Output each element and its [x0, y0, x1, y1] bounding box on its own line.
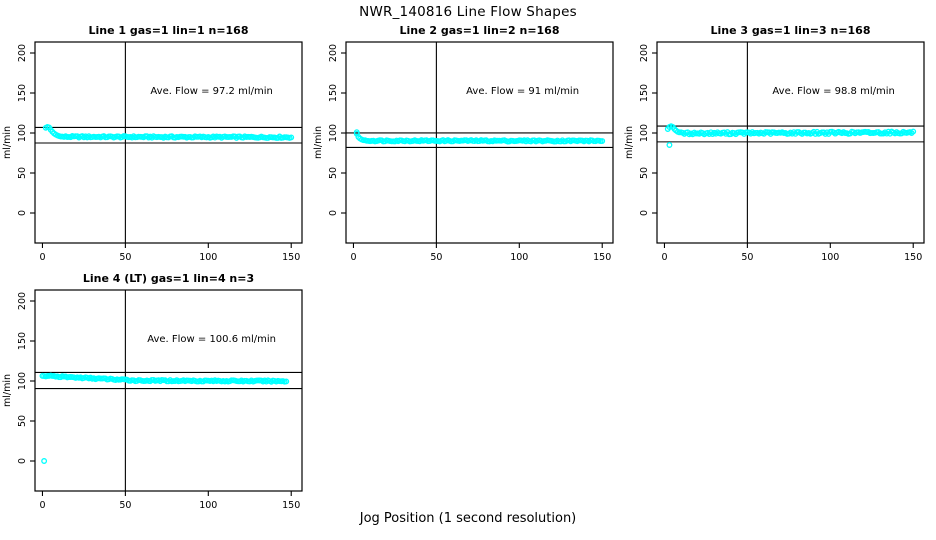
x-axis-label: Jog Position (1 second resolution) [359, 511, 577, 526]
y-tick-label: 150 [639, 84, 650, 102]
x-tick-label: 50 [119, 500, 131, 511]
y-tick-label: 100 [639, 124, 650, 142]
y-axis: 0 50 100 150 200 [639, 44, 657, 216]
y-axis-title: ml/min [624, 126, 635, 159]
panel-2-chart: Line 2 gas=1 lin=2 n=168 0 50 100 150 0 50 100 1… [313, 24, 614, 263]
data-points [39, 372, 290, 464]
plot-box [34, 289, 303, 492]
panel-2: Line 2 gas=1 lin=2 n=168 0 50 100 150 0 50 100 1… [311, 20, 621, 270]
y-tick-label: 0 [639, 210, 650, 216]
y-tick-label: 150 [328, 84, 339, 102]
x-tick-label: 0 [661, 252, 667, 263]
x-axis: 0 50 100 150 [661, 243, 922, 263]
x-tick-label: 0 [350, 252, 356, 263]
panel-title: Line 3 gas=1 lin=3 n=168 [710, 24, 870, 37]
avg-flow-annotation: Ave. Flow = 91 ml/min [466, 86, 579, 97]
reference-lines [35, 42, 302, 243]
panel-4: Line 4 (LT) gas=1 lin=4 n=3 0 50 100 150 0 50 1… [0, 268, 310, 518]
data-point [41, 458, 48, 464]
y-axis-title: ml/min [2, 126, 13, 159]
y-axis: 0 50 100 150 200 [328, 44, 346, 216]
y-tick-label: 100 [17, 124, 28, 142]
data-point [288, 134, 295, 141]
panel-3: Line 3 gas=1 lin=3 n=168 0 50 100 150 0 50 100 1… [622, 20, 932, 270]
panel-title: Line 2 gas=1 lin=2 n=168 [399, 24, 559, 37]
data-point [283, 378, 290, 385]
y-tick-label: 0 [17, 210, 28, 216]
panel-1-chart: Line 1 gas=1 lin=1 n=168 0 50 100 150 0 50 100 1… [2, 24, 303, 263]
x-tick-label: 50 [430, 252, 442, 263]
panel-3-chart: Line 3 gas=1 lin=3 n=168 0 50 100 150 0 50 100 1… [624, 24, 925, 263]
panel-1: Line 1 gas=1 lin=1 n=168 0 50 100 150 0 50 100 1… [0, 20, 310, 270]
y-tick-label: 50 [17, 167, 28, 179]
y-tick-label: 50 [17, 415, 28, 427]
y-tick-label: 100 [17, 372, 28, 390]
figure-title: NWR_140816 Line Flow Shapes [359, 4, 577, 20]
y-tick-label: 200 [17, 44, 28, 62]
x-axis: 0 50 100 150 [39, 491, 300, 511]
y-axis-title: ml/min [313, 126, 324, 159]
x-axis: 0 50 100 150 [39, 243, 300, 263]
y-tick-label: 200 [328, 44, 339, 62]
y-axis-title: ml/min [2, 374, 13, 407]
x-tick-label: 100 [199, 252, 217, 263]
x-tick-label: 50 [119, 252, 131, 263]
data-points [42, 124, 295, 141]
x-tick-label: 100 [199, 500, 217, 511]
y-tick-label: 50 [328, 167, 339, 179]
x-tick-label: 0 [39, 500, 45, 511]
panel-title: Line 4 (LT) gas=1 lin=4 n=3 [83, 272, 254, 285]
y-tick-label: 0 [328, 210, 339, 216]
panel-title: Line 1 gas=1 lin=1 n=168 [88, 24, 248, 37]
y-tick-label: 150 [17, 84, 28, 102]
y-tick-label: 200 [639, 44, 650, 62]
y-tick-label: 0 [17, 458, 28, 464]
x-axis: 0 50 100 150 [350, 243, 611, 263]
avg-flow-annotation: Ave. Flow = 98.8 ml/min [772, 86, 894, 97]
y-axis: 0 50 100 150 200 [17, 292, 35, 464]
y-tick-label: 150 [17, 332, 28, 350]
y-axis: 0 50 100 150 200 [17, 44, 35, 216]
plot-box [656, 41, 925, 244]
avg-flow-annotation: Ave. Flow = 100.6 ml/min [147, 334, 276, 345]
y-tick-label: 200 [17, 292, 28, 310]
data-points [353, 129, 606, 145]
x-tick-label: 100 [510, 252, 528, 263]
data-point [666, 142, 673, 148]
reference-lines [35, 290, 302, 491]
y-tick-label: 100 [328, 124, 339, 142]
data-points [664, 123, 917, 148]
x-tick-label: 150 [282, 252, 300, 263]
x-tick-label: 150 [282, 500, 300, 511]
reference-lines [657, 42, 924, 243]
x-tick-label: 150 [904, 252, 922, 263]
plot-box [345, 41, 614, 244]
data-point [910, 128, 917, 135]
x-tick-label: 50 [741, 252, 753, 263]
x-tick-label: 100 [821, 252, 839, 263]
panel-4-chart: Line 4 (LT) gas=1 lin=4 n=3 0 50 100 150 0 50 1… [2, 272, 303, 511]
x-tick-label: 150 [593, 252, 611, 263]
avg-flow-annotation: Ave. Flow = 97.2 ml/min [150, 86, 272, 97]
data-point [599, 138, 606, 144]
y-tick-label: 50 [639, 167, 650, 179]
x-tick-label: 0 [39, 252, 45, 263]
